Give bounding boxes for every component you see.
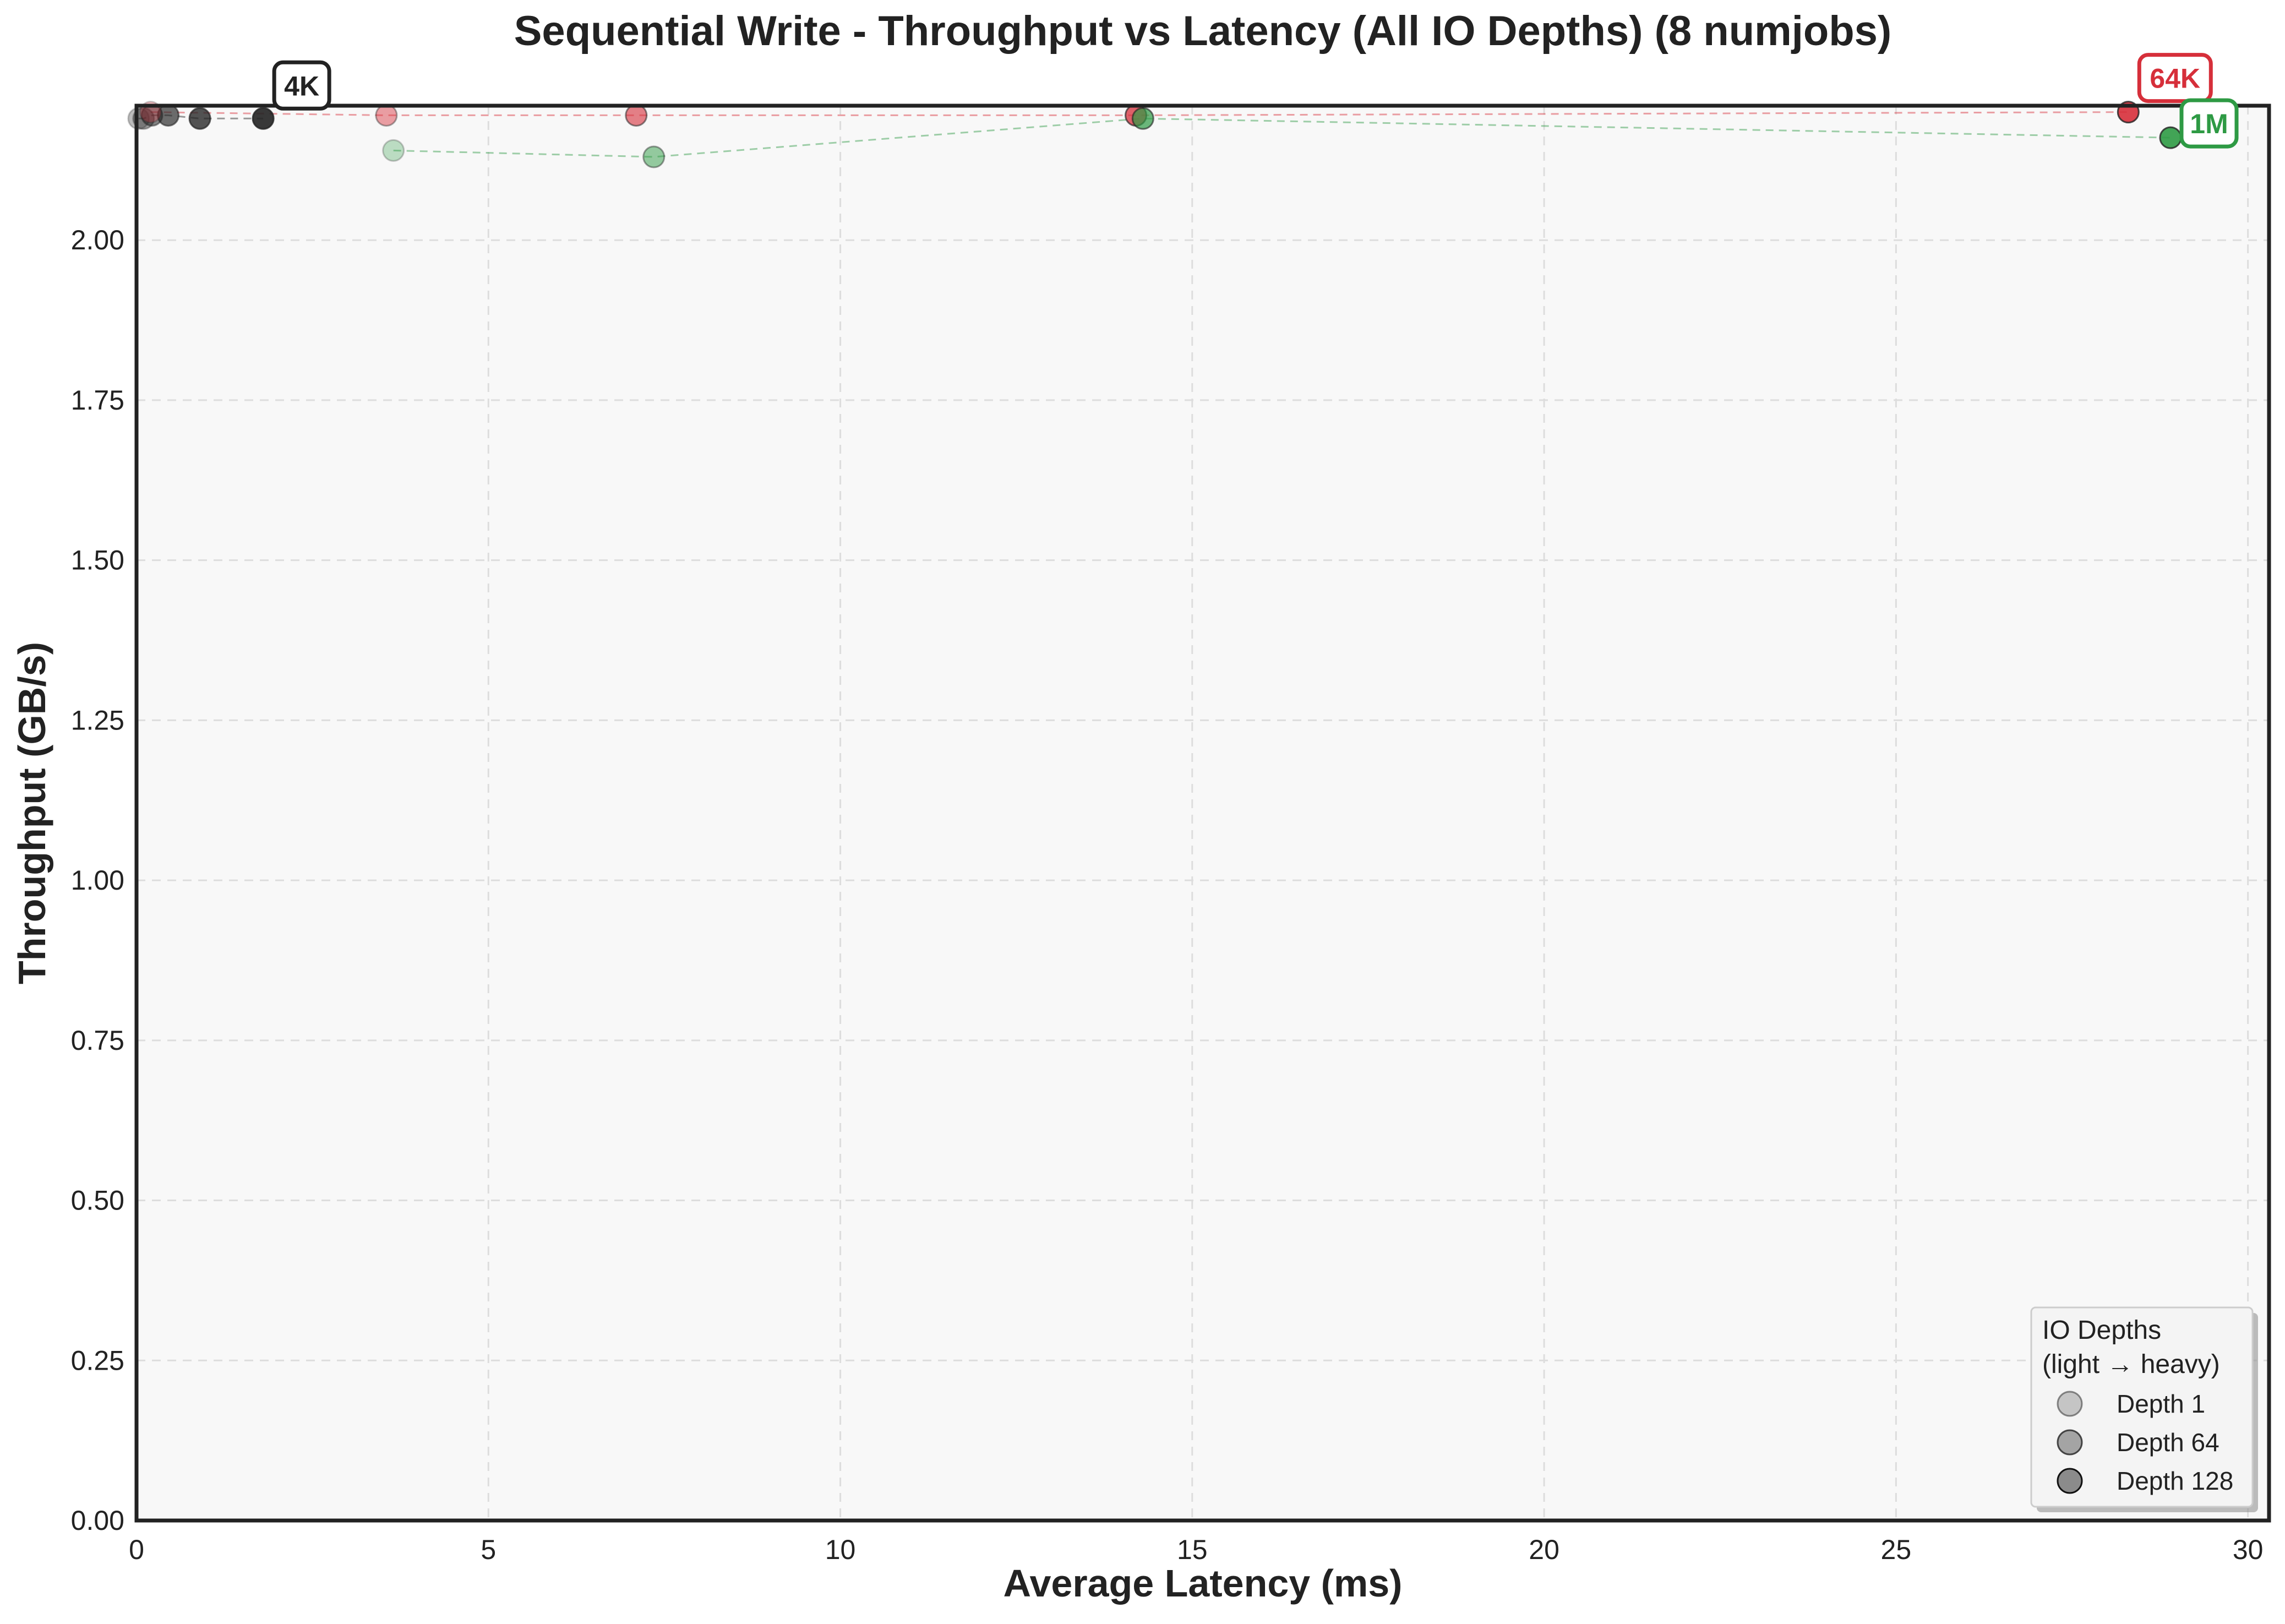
x-axis-label: Average Latency (ms) (1004, 1562, 1403, 1605)
point-4k (188, 107, 211, 130)
x-tick-label: 15 (1177, 1534, 1208, 1565)
point-1m (382, 139, 405, 162)
legend-label-depth-1: Depth 1 (2117, 1389, 2205, 1418)
x-tick-label: 5 (481, 1534, 496, 1565)
legend: IO Depths (light → heavy) Depth 1 Depth … (2030, 1306, 2258, 1512)
y-axis-label: Throughput (GB/s) (10, 642, 53, 984)
y-tick-label: 1.50 (71, 545, 124, 576)
series-label-64k: 64K (2137, 53, 2213, 103)
point-1m (1131, 107, 1154, 130)
ticks: 0 5 10 15 20 25 30 0.00 0.25 0.50 0.75 1.00 1.25 1.50… (71, 225, 2264, 1565)
legend-title: IO Depths (2042, 1316, 2161, 1345)
series-labels: 4K 64K 1M (272, 53, 2239, 149)
grid (137, 106, 2269, 1521)
y-tick-label: 1.75 (71, 385, 124, 416)
y-tick-label: 0.00 (71, 1505, 124, 1536)
series-label-box (2179, 98, 2239, 149)
x-tick-label: 20 (1529, 1534, 1559, 1565)
point-64k (625, 103, 648, 127)
x-tick-label: 10 (825, 1534, 856, 1565)
series-label-text: 64K (2150, 63, 2200, 94)
point-64k (375, 103, 398, 127)
x-tick-label: 25 (1881, 1534, 1912, 1565)
y-tick-label: 0.50 (71, 1185, 124, 1216)
y-tick-label: 2.00 (71, 225, 124, 255)
point-1m (642, 145, 666, 168)
series-label-text: 4K (284, 70, 319, 101)
series-label-box (2137, 53, 2213, 103)
legend-marker-depth-1 (2057, 1391, 2083, 1417)
point-4k (252, 107, 275, 130)
plot-frame (134, 103, 2271, 1523)
series-label-4k: 4K (272, 60, 331, 111)
point-1m (2159, 126, 2182, 149)
chart-title: Sequential Write - Throughput vs Latency… (514, 8, 1892, 55)
plot-background (137, 106, 2269, 1521)
legend-label-depth-64: Depth 64 (2117, 1428, 2219, 1457)
series-line-1m (393, 117, 2171, 158)
x-tick-label: 30 (2233, 1534, 2264, 1565)
series-label-1m: 1M (2179, 98, 2239, 149)
y-tick-label: 1.25 (71, 705, 124, 735)
legend-marker-depth-128 (2057, 1468, 2083, 1494)
y-tick-label: 0.25 (71, 1345, 124, 1376)
legend-marker-depth-64 (2057, 1429, 2083, 1456)
y-tick-label: 0.75 (71, 1025, 124, 1056)
x-tick-label: 0 (129, 1534, 144, 1565)
series-label-text: 1M (2190, 108, 2228, 139)
legend-box (2030, 1306, 2254, 1508)
legend-label-depth-128: Depth 128 (2117, 1467, 2233, 1495)
series-label-box (272, 60, 331, 111)
y-tick-label: 1.00 (71, 865, 124, 896)
legend-subtitle: (light → heavy) (2042, 1350, 2220, 1379)
